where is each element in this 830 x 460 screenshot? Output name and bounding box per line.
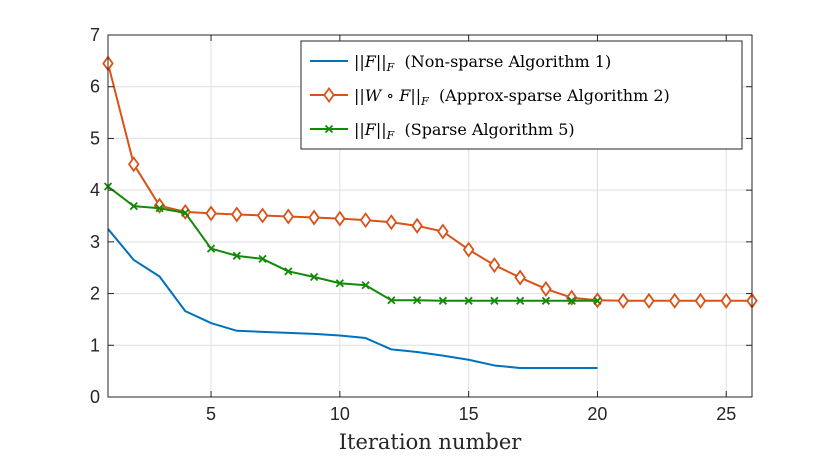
data-point bbox=[668, 292, 681, 309]
axis-ticks bbox=[108, 34, 752, 398]
y-tick-label: 7 bbox=[90, 25, 100, 45]
data-point bbox=[205, 205, 217, 222]
y-tick-label: 0 bbox=[90, 387, 100, 407]
x-tick-label: 5 bbox=[206, 404, 216, 424]
data-point bbox=[334, 210, 346, 227]
tick-labels: 5 10 15 20 25 0 1 2 3 4 5 6 7 bbox=[90, 25, 736, 424]
data-point bbox=[256, 207, 269, 224]
data-point bbox=[284, 267, 293, 276]
x-axis-label: Iteration number bbox=[339, 430, 523, 454]
data-point bbox=[387, 296, 396, 305]
series-3 bbox=[103, 182, 602, 305]
data-point bbox=[643, 292, 655, 309]
data-point bbox=[359, 212, 372, 229]
data-point bbox=[720, 292, 733, 309]
y-tick-label: 1 bbox=[90, 335, 100, 355]
data-point bbox=[593, 296, 602, 305]
data-point bbox=[258, 254, 267, 264]
data-point bbox=[361, 281, 370, 290]
data-point bbox=[412, 296, 422, 305]
data-point bbox=[437, 223, 449, 240]
data-point bbox=[617, 292, 629, 309]
data-point bbox=[490, 296, 499, 305]
data-point bbox=[181, 208, 190, 218]
legend-marker bbox=[324, 124, 334, 134]
data-point bbox=[206, 244, 216, 253]
data-point bbox=[438, 296, 448, 305]
series-line bbox=[107, 185, 598, 302]
data-point bbox=[232, 251, 241, 260]
data-point bbox=[385, 214, 398, 231]
data-point bbox=[231, 206, 243, 223]
data-point bbox=[127, 156, 140, 173]
y-tick-label: 6 bbox=[90, 77, 100, 97]
legend-entry-1: ||F||F (Non-sparse Algorithm 1) bbox=[310, 52, 611, 74]
data-point bbox=[541, 296, 551, 305]
legend-label: ||W ∘ F||F (Approx-sparse Algorithm 2) bbox=[354, 86, 670, 108]
data-point bbox=[129, 202, 138, 211]
data-point bbox=[540, 280, 552, 297]
data-point bbox=[567, 296, 576, 305]
legend-entry-2: ||W ∘ F||F (Approx-sparse Algorithm 2) bbox=[310, 86, 670, 108]
legend-box bbox=[300, 40, 743, 150]
data-point bbox=[464, 296, 473, 305]
plot-frame bbox=[107, 34, 753, 398]
y-tick-label: 4 bbox=[90, 180, 100, 200]
legend-label: ||F||F (Non-sparse Algorithm 1) bbox=[354, 52, 611, 74]
data-point bbox=[565, 289, 578, 306]
y-tick-label: 2 bbox=[90, 284, 100, 304]
data-point bbox=[282, 208, 295, 225]
legend-marker bbox=[323, 86, 335, 104]
x-tick-label: 25 bbox=[716, 404, 736, 424]
legend-label: ||F||F (Sparse Algorithm 5) bbox=[354, 120, 575, 142]
legend: ||F||F (Non-sparse Algorithm 1) ||W ∘ F||… bbox=[300, 40, 743, 150]
data-point bbox=[335, 279, 344, 288]
x-tick-label: 15 bbox=[459, 404, 479, 424]
data-point bbox=[516, 296, 525, 305]
series-line bbox=[107, 228, 598, 370]
series-1 bbox=[107, 228, 598, 370]
legend-entry-3: ||F||F (Sparse Algorithm 5) bbox=[310, 120, 575, 142]
data-point bbox=[309, 272, 319, 282]
data-point bbox=[488, 257, 501, 274]
y-tick-label: 5 bbox=[90, 128, 100, 148]
data-point bbox=[514, 269, 526, 286]
x-tick-label: 10 bbox=[330, 404, 350, 424]
data-point bbox=[462, 241, 475, 258]
data-point bbox=[155, 204, 164, 213]
data-point bbox=[694, 292, 707, 309]
data-point bbox=[411, 217, 423, 234]
x-tick-label: 20 bbox=[587, 404, 607, 424]
series-layer bbox=[102, 55, 758, 370]
data-point bbox=[308, 209, 320, 226]
y-tick-label: 3 bbox=[90, 232, 100, 252]
